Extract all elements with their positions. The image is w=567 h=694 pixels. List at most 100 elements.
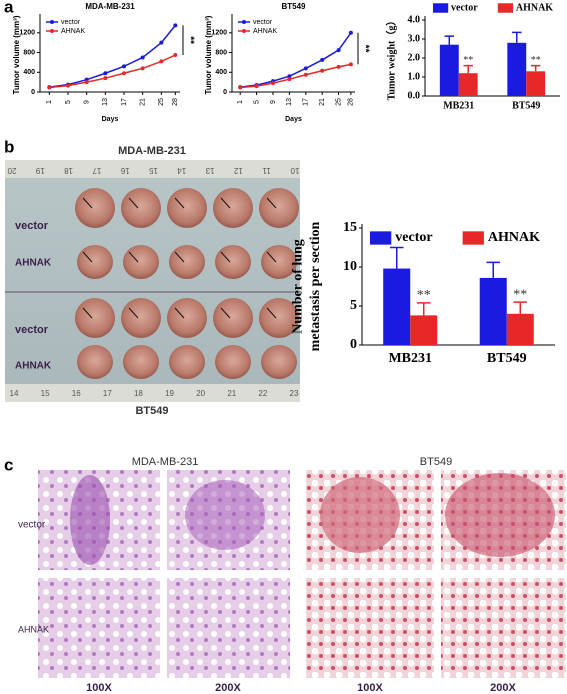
row-label: vector — [15, 324, 49, 336]
point — [320, 68, 325, 73]
tumor-region — [445, 473, 555, 557]
ruler-number: 22 — [258, 389, 267, 398]
x-tick-label: 21 — [140, 98, 147, 106]
arrow — [174, 197, 185, 209]
histology-image — [38, 578, 160, 678]
ruler-number: 10 — [290, 166, 299, 175]
legend-label: AHNAK — [61, 28, 85, 35]
ruler-number: 13 — [205, 166, 214, 175]
point — [159, 59, 164, 64]
point — [173, 23, 178, 28]
y-tick-label: 1.0 — [408, 71, 421, 82]
row-label: AHNAK — [15, 361, 52, 372]
x-axis-label: Days — [102, 116, 119, 123]
lung — [213, 188, 253, 228]
arrow — [128, 197, 139, 209]
legend-label: vector — [253, 19, 273, 26]
ruler-number: 19 — [165, 389, 174, 398]
bar — [506, 313, 534, 345]
point — [303, 66, 308, 71]
legend-label: vector — [451, 2, 478, 13]
x-axis-label: Days — [285, 116, 302, 123]
error-bar — [417, 302, 431, 316]
x-tick-label: 5 — [253, 100, 260, 104]
magnification: 100X — [357, 682, 383, 694]
lung — [215, 245, 251, 279]
bar — [479, 277, 507, 345]
chart-title: MDA-MB-231 — [85, 2, 135, 11]
lung — [123, 345, 159, 379]
arrow — [128, 251, 139, 263]
group-title: MDA-MB-231 — [132, 456, 199, 468]
bar — [507, 42, 527, 96]
point — [303, 72, 308, 77]
lung — [77, 245, 113, 279]
ruler-number: 11 — [262, 166, 271, 175]
tumor-region — [185, 480, 265, 550]
point — [122, 64, 126, 69]
y-tick-label: 1200 — [19, 30, 35, 37]
y-tick-label: 4.0 — [408, 14, 421, 25]
ruler-number: 12 — [233, 166, 242, 175]
series-line — [49, 54, 176, 89]
y-tick-label: 15 — [343, 220, 357, 235]
arrow — [82, 307, 93, 319]
significance-label: ** — [463, 55, 473, 66]
magnification: 100X — [86, 682, 112, 694]
x-tick-label: 17 — [303, 98, 310, 106]
ruler-number: 20 — [7, 166, 16, 175]
point — [238, 85, 243, 90]
lung — [75, 298, 115, 338]
y-tick-label: 400 — [23, 69, 35, 76]
x-tick-label: 5 — [65, 100, 72, 104]
ruler-number: 23 — [290, 389, 299, 398]
row-label: AHNAK — [18, 624, 49, 634]
row-label: AHNAK — [15, 258, 52, 269]
arrow — [82, 251, 93, 263]
lung — [213, 298, 253, 338]
error-bar — [530, 64, 541, 72]
point — [103, 71, 108, 76]
ruler-number: 21 — [227, 389, 236, 398]
legend-label: AHNAK — [488, 230, 540, 245]
photo-title: MDA-MB-231 — [118, 145, 186, 157]
lung-photo — [5, 160, 300, 402]
y-tick-label: 10 — [343, 259, 357, 274]
chart-title: BT549 — [281, 2, 306, 11]
arrow — [82, 197, 93, 209]
x-tick-label: MB231 — [388, 351, 432, 366]
point — [271, 81, 275, 86]
error-bar — [513, 301, 528, 314]
y-tick-label: 400 — [215, 69, 227, 76]
point — [348, 62, 353, 67]
tumor-region — [70, 475, 110, 565]
x-tick-label: BT549 — [512, 100, 540, 111]
panel-label: a — [4, 0, 14, 16]
error-bar — [444, 35, 455, 45]
lung — [167, 298, 207, 338]
ruler-number: 16 — [72, 389, 81, 398]
series-line — [240, 32, 352, 88]
lung — [167, 188, 207, 228]
legend-label: AHNAK — [516, 2, 553, 13]
y-axis-label: Tumor volume (mm³) — [204, 15, 213, 94]
ruler — [5, 160, 300, 178]
x-tick-label: 25 — [335, 98, 342, 106]
legend-label: vector — [395, 230, 432, 245]
arrow — [174, 307, 185, 319]
bar — [439, 44, 459, 96]
y-tick-label: 2.0 — [408, 52, 421, 63]
point — [84, 80, 89, 85]
arrow — [266, 251, 277, 263]
point — [336, 48, 341, 53]
arrow — [220, 197, 231, 209]
y-tick-label: 0.0 — [408, 90, 421, 101]
point — [140, 55, 145, 60]
ruler-number: 17 — [92, 166, 101, 175]
arrow — [220, 251, 231, 263]
row-label: vector — [18, 520, 46, 531]
ruler — [5, 384, 300, 402]
point — [122, 71, 126, 76]
photo-title: BT549 — [135, 405, 168, 417]
panel-label: b — [4, 137, 14, 156]
